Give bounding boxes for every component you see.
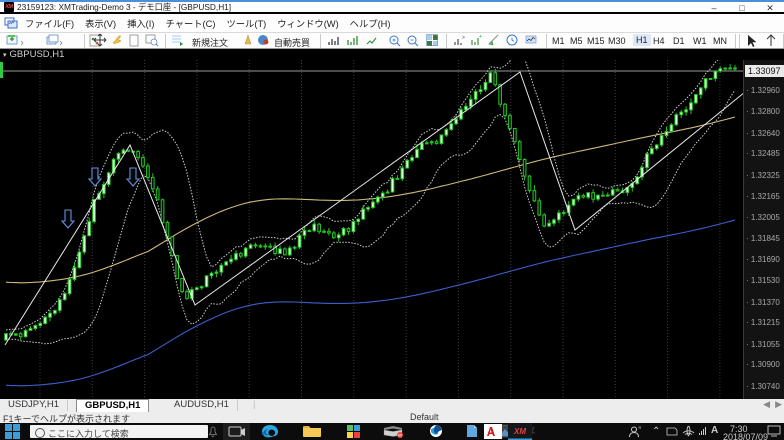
svg-text:R: R <box>639 425 642 430</box>
svg-text:65: 65 <box>398 433 402 437</box>
svg-text:+: + <box>479 34 482 40</box>
svg-text:XM: XM <box>513 427 526 436</box>
svg-text:>: > <box>462 35 465 41</box>
